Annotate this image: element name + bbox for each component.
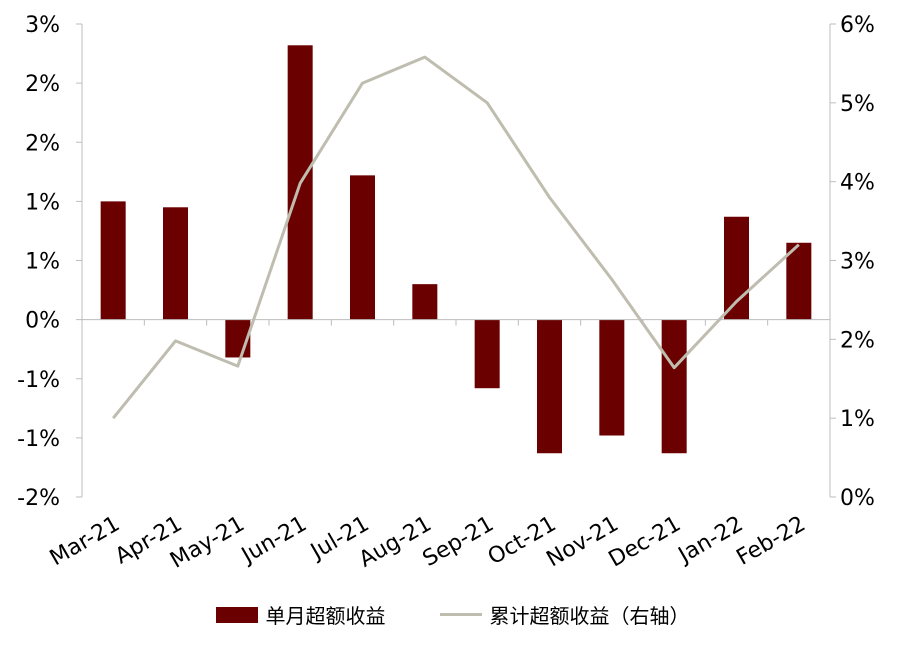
left-axis-tick-label: 2% — [25, 131, 60, 156]
cumulative-line — [112, 55, 800, 420]
category-label: Dec-21 — [605, 512, 685, 573]
right-axis-tick-label: 1% — [840, 407, 875, 432]
left-axis-tick-label: -1% — [17, 427, 60, 452]
bar — [599, 319, 625, 436]
bar — [350, 175, 375, 320]
left-axis-tick-label: 3% — [25, 13, 60, 38]
legend-item-line: 累计超额收益（右轴） — [439, 600, 690, 629]
legend-bar-swatch — [215, 606, 258, 623]
bar-series — [100, 45, 812, 454]
legend-bar-label: 单月超额收益 — [265, 604, 386, 628]
category-label: Feb-22 — [732, 512, 809, 571]
bar — [412, 284, 438, 320]
legend-line-swatch — [439, 613, 482, 616]
category-label: Aug-21 — [355, 512, 436, 573]
line-series — [112, 55, 800, 420]
right-axis-tick-label: 3% — [840, 250, 875, 275]
left-axis-tick-label: 0% — [25, 309, 60, 334]
category-label: Mar-21 — [46, 512, 124, 572]
bar — [537, 319, 562, 454]
legend-line-label: 累计超额收益（右轴） — [489, 604, 690, 628]
right-axis-tick-label: 2% — [840, 328, 875, 353]
category-label: Jan-22 — [673, 512, 748, 570]
bar — [786, 242, 812, 320]
category-label: Sep-21 — [419, 512, 499, 572]
left-axis-tick-label: 2% — [25, 72, 60, 97]
left-axis-tick-label: 1% — [25, 250, 60, 275]
category-label: Jun-21 — [236, 512, 311, 570]
left-axis-tick-label: -2% — [17, 486, 60, 511]
bar — [724, 216, 749, 320]
legend-item-bar: 单月超额收益 — [215, 600, 386, 629]
legend: 单月超额收益 累计超额收益（右轴） — [0, 600, 905, 629]
right-axis-tick-label: 5% — [840, 92, 875, 117]
bar — [474, 319, 500, 389]
right-axis-tick-label: 6% — [840, 13, 875, 38]
right-axis-tick-label: 0% — [840, 486, 875, 511]
bar — [100, 201, 126, 320]
bar — [163, 207, 188, 320]
right-axis-tick-label: 4% — [840, 171, 875, 196]
left-axis-tick-label: 1% — [25, 190, 60, 215]
left-axis-tick-label: -1% — [17, 368, 60, 393]
bar — [661, 319, 687, 454]
chart: 3% 2% 2% 1% 1% 0% -1% -1% -2% 6% 5% 4% 3% 2% 1% 0% Mar-2… — [17, 13, 875, 574]
